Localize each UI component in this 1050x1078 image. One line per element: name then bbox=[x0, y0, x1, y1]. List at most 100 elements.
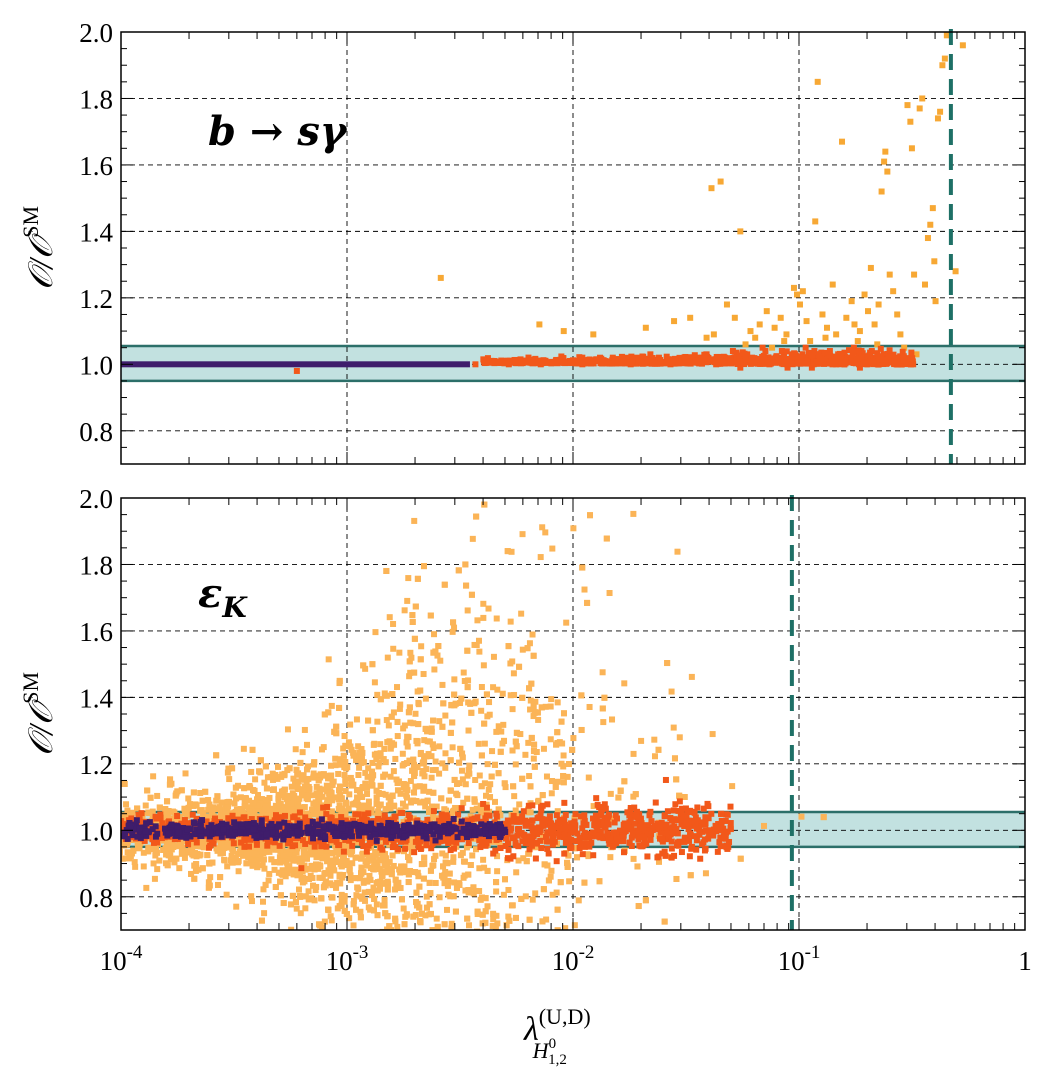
data-point bbox=[471, 700, 478, 707]
data-point bbox=[359, 784, 366, 791]
data-point bbox=[107, 850, 113, 856]
data-point bbox=[374, 912, 381, 919]
data-point bbox=[465, 871, 472, 878]
data-point bbox=[350, 901, 357, 908]
data-point bbox=[382, 806, 389, 813]
data-point bbox=[552, 783, 559, 790]
data-point bbox=[596, 878, 603, 885]
data-point bbox=[401, 722, 408, 729]
data-point bbox=[574, 358, 581, 365]
data-point bbox=[302, 905, 309, 912]
data-point bbox=[478, 707, 485, 714]
data-point bbox=[760, 822, 767, 829]
data-point bbox=[807, 338, 814, 345]
data-point bbox=[373, 787, 380, 794]
data-point bbox=[217, 874, 224, 881]
data-point bbox=[465, 887, 472, 894]
data-point bbox=[342, 781, 349, 788]
data-point bbox=[594, 828, 601, 835]
data-point bbox=[456, 759, 463, 766]
data-point bbox=[325, 656, 332, 663]
data-point bbox=[263, 785, 270, 792]
data-point bbox=[404, 743, 411, 750]
data-point bbox=[664, 660, 671, 667]
data-point bbox=[513, 743, 520, 750]
data-point bbox=[410, 797, 417, 804]
data-point bbox=[455, 567, 462, 574]
data-point bbox=[439, 760, 446, 767]
data-point bbox=[449, 719, 456, 726]
data-point bbox=[337, 837, 344, 844]
y-tick-label: 1.2 bbox=[79, 284, 113, 314]
data-point bbox=[295, 804, 302, 811]
data-point bbox=[489, 922, 496, 929]
data-point bbox=[932, 298, 939, 305]
data-point bbox=[336, 873, 343, 880]
data-point bbox=[337, 784, 344, 791]
data-point bbox=[173, 843, 180, 850]
data-point bbox=[427, 612, 434, 619]
data-point bbox=[358, 866, 365, 873]
data-point bbox=[335, 770, 342, 777]
data-point bbox=[436, 718, 443, 725]
data-point bbox=[412, 933, 418, 939]
data-point bbox=[495, 770, 502, 777]
data-point bbox=[323, 853, 330, 860]
data-point bbox=[296, 795, 303, 802]
data-point bbox=[826, 348, 833, 355]
series-line-dark bbox=[121, 361, 470, 368]
data-point bbox=[702, 870, 709, 877]
data-point bbox=[224, 799, 231, 806]
data-point bbox=[634, 863, 641, 870]
data-point bbox=[420, 768, 427, 775]
data-point bbox=[407, 649, 414, 656]
data-point bbox=[519, 775, 526, 782]
data-point bbox=[439, 723, 446, 730]
data-point bbox=[519, 531, 526, 538]
data-point bbox=[411, 849, 418, 856]
data-point bbox=[558, 353, 565, 360]
data-point bbox=[871, 321, 878, 328]
data-point bbox=[891, 360, 898, 367]
data-point bbox=[352, 875, 359, 882]
data-point bbox=[257, 839, 264, 846]
data-point bbox=[413, 798, 420, 805]
data-point bbox=[428, 728, 435, 735]
data-point bbox=[633, 354, 640, 361]
data-point bbox=[327, 872, 334, 879]
data-point bbox=[356, 875, 363, 882]
data-point bbox=[710, 331, 717, 338]
data-point bbox=[318, 746, 325, 753]
data-point bbox=[726, 838, 733, 845]
data-point bbox=[624, 355, 631, 362]
data-point bbox=[368, 892, 375, 899]
data-point bbox=[565, 852, 572, 859]
data-point bbox=[150, 773, 157, 780]
data-point bbox=[651, 753, 658, 760]
data-point bbox=[254, 802, 261, 809]
data-point bbox=[437, 657, 444, 664]
data-point bbox=[248, 898, 255, 905]
data-point bbox=[454, 792, 461, 799]
data-point bbox=[228, 854, 235, 861]
data-point bbox=[313, 883, 320, 890]
data-point bbox=[185, 795, 192, 802]
data-point bbox=[826, 359, 833, 366]
data-point bbox=[414, 900, 421, 907]
data-point bbox=[300, 786, 307, 793]
data-point bbox=[410, 913, 417, 920]
data-point bbox=[232, 784, 239, 791]
data-point bbox=[458, 836, 465, 843]
data-point bbox=[870, 358, 877, 365]
data-point bbox=[399, 750, 406, 757]
data-point bbox=[527, 783, 534, 790]
data-point bbox=[426, 809, 433, 816]
data-point bbox=[357, 914, 364, 921]
data-point bbox=[347, 847, 354, 854]
data-point bbox=[451, 676, 458, 683]
data-point bbox=[454, 805, 461, 812]
data-point bbox=[900, 357, 907, 364]
data-point bbox=[350, 752, 357, 759]
data-point bbox=[493, 615, 500, 622]
data-point bbox=[510, 670, 517, 677]
